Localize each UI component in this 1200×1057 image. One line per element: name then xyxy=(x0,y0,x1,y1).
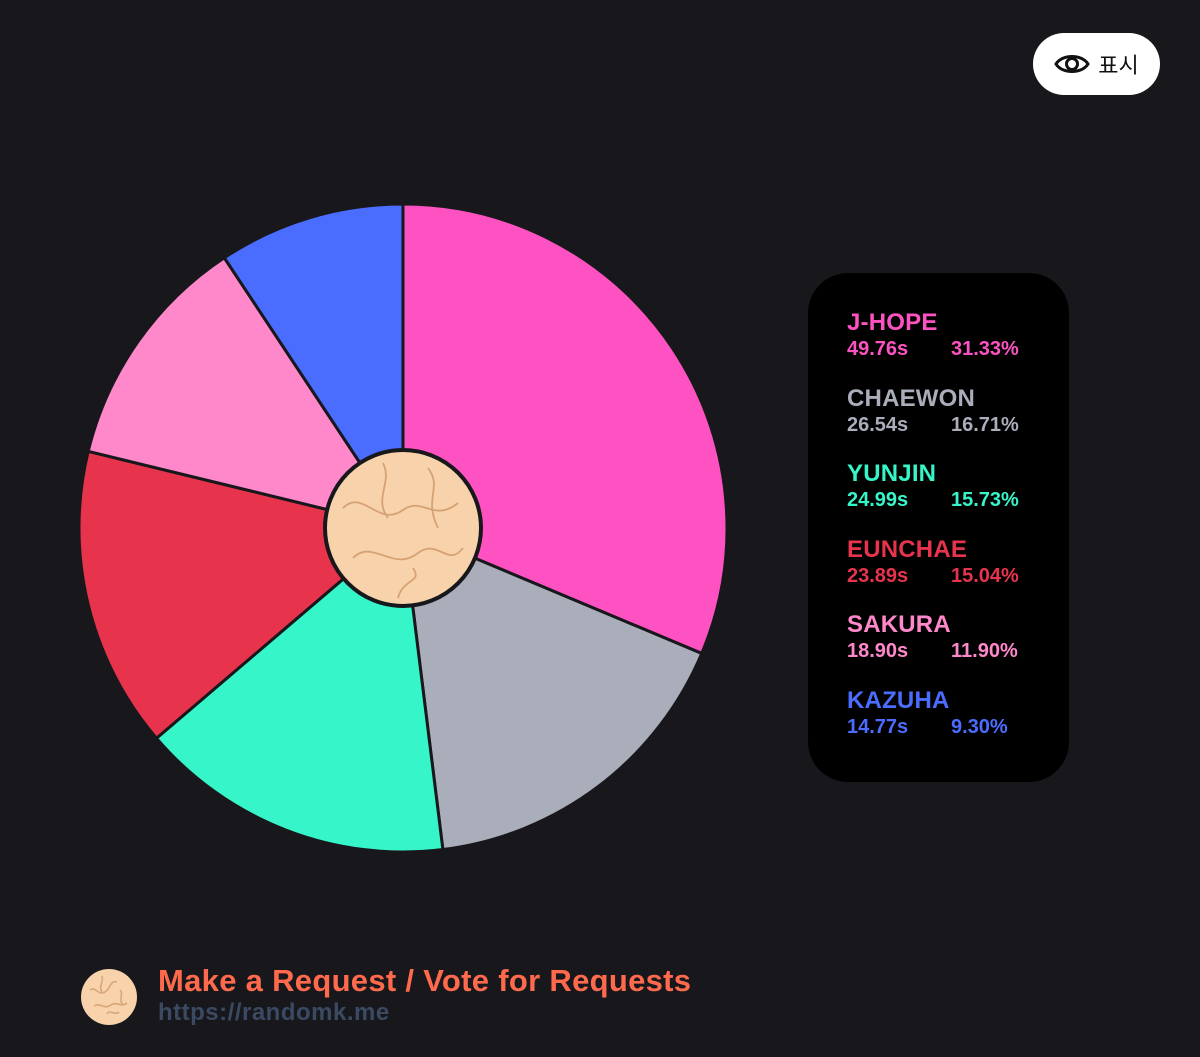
legend-percent: 16.71% xyxy=(951,413,1019,436)
request-link[interactable]: Make a Request / Vote for Requests xyxy=(158,963,692,998)
eye-icon xyxy=(1054,52,1091,76)
legend-name: EUNCHAE xyxy=(847,535,968,563)
legend-seconds: 24.99s xyxy=(847,489,909,511)
legend-seconds: 23.89s xyxy=(847,564,909,587)
pie-chart xyxy=(77,202,729,854)
legend-item: KAZUHA 14.77s 9.30% xyxy=(847,687,1069,763)
legend-percent: 31.33% xyxy=(951,338,1019,360)
pie-slice-kazuha xyxy=(222,202,405,533)
legend-item: EUNCHAE 23.89s 15.04% xyxy=(847,536,1069,612)
legend-seconds: 14.77s xyxy=(847,715,909,738)
pie-slice-eunchae xyxy=(77,449,407,741)
show-button-label: 표시 xyxy=(1098,54,1139,79)
randomk-logo xyxy=(81,969,137,1025)
pie-slice-sakura xyxy=(86,255,407,531)
legend-name: YUNJIN xyxy=(847,460,937,487)
show-button[interactable]: 표시 xyxy=(1033,33,1160,95)
legend-item: J-HOPE 49.76s 31.33% xyxy=(847,309,1069,385)
legend-seconds: 26.54s xyxy=(847,413,909,436)
pie-slice-chaewon xyxy=(401,525,704,852)
legend: J-HOPE 49.76s 31.33% CHAEWON 26.54s 16.71% YUN… xyxy=(808,273,1069,782)
legend-item: CHAEWON 26.54s 16.71% xyxy=(847,385,1069,461)
legend-name: J-HOPE xyxy=(847,309,938,336)
legend-percent: 15.04% xyxy=(951,564,1019,587)
legend-percent: 9.30% xyxy=(951,715,1008,738)
legend-seconds: 49.76s xyxy=(847,338,909,360)
pie-slice-yunjin xyxy=(154,525,445,854)
legend-percent: 15.73% xyxy=(951,489,1019,511)
legend-item: SAKURA 18.90s 11.90% xyxy=(847,611,1069,687)
site-url[interactable]: https://randomk.me xyxy=(158,999,390,1026)
legend-name: CHAEWON xyxy=(847,384,976,412)
legend-seconds: 18.90s xyxy=(847,640,909,662)
center-hub-icon xyxy=(323,448,483,608)
legend-percent: 11.90% xyxy=(951,640,1018,662)
legend-name: KAZUHA xyxy=(847,686,950,714)
legend-name: SAKURA xyxy=(847,611,951,638)
pie-slice-j-hope xyxy=(401,202,729,656)
legend-item: YUNJIN 24.99s 15.73% xyxy=(847,460,1069,536)
